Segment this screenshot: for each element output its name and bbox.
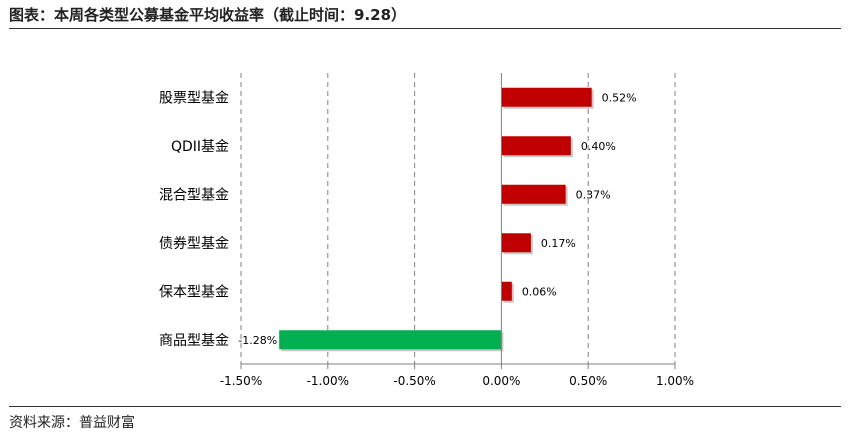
- chart-title: 图表：本周各类型公募基金平均收益率（截止时间：9.28）: [9, 6, 407, 24]
- value-label-5: -1.28%: [238, 334, 277, 347]
- category-label-1: QDII基金: [171, 138, 229, 155]
- category-label-0: 股票型基金: [159, 89, 229, 106]
- category-label-3: 债券型基金: [159, 235, 229, 252]
- x-tick-label-5: 1.00%: [656, 374, 694, 388]
- x-tick-label-1: -1.00%: [307, 374, 349, 388]
- bar-4: [501, 281, 512, 301]
- title-divider: [9, 28, 841, 29]
- category-label-5: 商品型基金: [159, 332, 229, 349]
- value-label-1: 0.40%: [581, 140, 616, 153]
- x-tick-label-2: -0.50%: [393, 374, 435, 388]
- value-label-3: 0.17%: [541, 237, 576, 250]
- x-tick-label-3: 0.00%: [482, 374, 520, 388]
- x-tick-label-4: 0.50%: [569, 374, 607, 388]
- value-label-2: 0.37%: [576, 188, 611, 201]
- footer-divider: [9, 406, 841, 407]
- value-label-4: 0.06%: [522, 285, 557, 298]
- bar-1: [501, 136, 571, 156]
- source-note: 资料来源：普益财富: [9, 415, 135, 431]
- category-label-4: 保本型基金: [159, 283, 229, 300]
- value-label-0: 0.52%: [602, 91, 637, 104]
- x-tick-label-0: -1.50%: [220, 374, 262, 388]
- bar-5: [279, 330, 502, 350]
- category-label-2: 混合型基金: [159, 186, 229, 203]
- bar-0: [501, 87, 592, 107]
- bar-3: [501, 233, 531, 253]
- bar-2: [501, 184, 566, 204]
